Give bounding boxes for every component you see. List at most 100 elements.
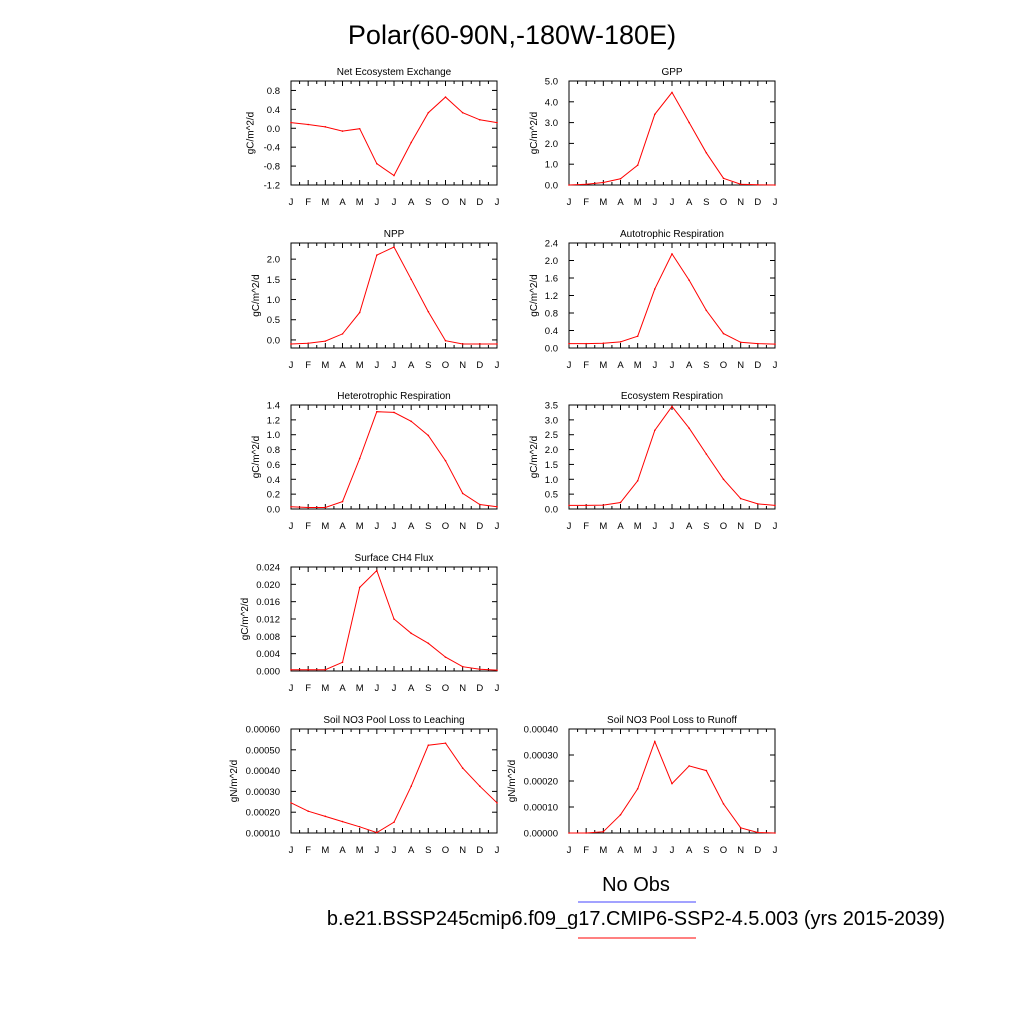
y-tick-label: 0.008 [256, 632, 280, 643]
x-tick-label: J [374, 197, 379, 208]
x-tick-label: J [670, 197, 675, 208]
data-point [427, 744, 430, 747]
data-point [688, 427, 690, 429]
y-tick-label: 0.8 [545, 309, 558, 320]
x-tick-label: A [686, 197, 693, 208]
data-point [324, 126, 327, 128]
x-tick-label: J [495, 845, 500, 856]
y-tick-label: 0.0 [267, 124, 280, 135]
y-tick-label: 0.020 [256, 580, 280, 591]
data-point [568, 184, 570, 186]
data-point [358, 311, 361, 314]
y-tick-label: 0.000 [256, 667, 280, 678]
data-point [290, 121, 292, 124]
x-tick-label: M [599, 360, 607, 371]
data-point [705, 453, 708, 455]
data-point [358, 825, 361, 828]
x-tick-label: M [356, 521, 364, 532]
plot-frame [568, 728, 776, 834]
data-point [444, 96, 447, 98]
data-point [461, 492, 464, 495]
data-point [671, 405, 673, 408]
y-tick-label: 0.00000 [524, 829, 558, 840]
data-point [585, 504, 587, 507]
x-tick-label: S [425, 360, 431, 371]
legend-label-model: b.e21.BSSP245cmip6.f09_g17.CMIP6-SSP2-4.… [327, 908, 945, 930]
series-line [291, 569, 498, 671]
x-tick-label: O [720, 360, 727, 371]
data-point [427, 642, 430, 645]
x-tick-label: J [567, 197, 572, 208]
data-point [427, 111, 430, 114]
x-tick-label: F [583, 197, 589, 208]
data-point [496, 505, 498, 508]
plot-frame [290, 404, 498, 510]
data-point [341, 661, 344, 664]
x-tick-label: F [583, 845, 589, 856]
x-tick-label: M [634, 521, 642, 532]
x-tick-label: A [408, 845, 415, 856]
x-tick-label: M [634, 845, 642, 856]
y-tick-label: 3.0 [545, 118, 558, 129]
data-point [568, 342, 570, 345]
x-tick-label: A [339, 683, 346, 694]
data-point [444, 339, 447, 342]
data-point [739, 341, 742, 344]
y-tick-label: 1.0 [545, 475, 558, 486]
plot-frame [568, 242, 776, 349]
data-point [654, 288, 656, 290]
x-tick-label: J [392, 683, 397, 694]
x-tick-label: J [495, 197, 500, 208]
x-tick-label: J [567, 521, 572, 532]
data-point [393, 174, 395, 177]
x-tick-label: J [773, 845, 778, 856]
data-point [722, 478, 725, 481]
x-tick-label: D [476, 360, 483, 371]
y-axis-label: gC/m^2/d [240, 598, 251, 641]
y-axis-label: gN/m^2/d [229, 760, 240, 803]
data-point [410, 785, 412, 787]
x-tick-label: N [737, 197, 744, 208]
x-tick-label: N [737, 521, 744, 532]
x-tick-label: F [583, 360, 589, 371]
data-point [341, 820, 344, 823]
data-point [671, 91, 673, 94]
x-tick-label: O [442, 845, 449, 856]
y-axis-label: gC/m^2/d [251, 274, 262, 317]
y-tick-label: 0.016 [256, 597, 280, 608]
x-tick-label: A [617, 521, 624, 532]
x-tick-label: J [392, 521, 397, 532]
y-tick-label: 2.0 [545, 256, 558, 267]
x-tick-label: J [670, 845, 675, 856]
x-tick-label: J [392, 360, 397, 371]
x-tick-label: M [599, 521, 607, 532]
x-tick-label: N [459, 845, 466, 856]
x-tick-label: A [408, 197, 415, 208]
y-tick-label: 1.2 [267, 415, 280, 426]
data-point [636, 164, 639, 167]
series-line [569, 252, 776, 345]
data-point [341, 130, 344, 132]
page-title: Polar(60-90N,-180W-180E) [348, 20, 676, 50]
data-point [444, 459, 447, 462]
data-point [324, 668, 327, 671]
data-point [496, 343, 498, 345]
y-tick-label: 0.00040 [524, 725, 558, 736]
data-point [358, 457, 361, 460]
x-tick-label: M [599, 197, 607, 208]
data-point [602, 181, 605, 184]
data-point [722, 332, 725, 335]
plot-frame [568, 80, 776, 186]
data-point [307, 810, 309, 812]
data-point [376, 162, 378, 165]
data-point [654, 740, 656, 743]
plot-frame [290, 728, 498, 834]
data-point [358, 127, 361, 130]
series-line [290, 96, 498, 177]
data-point [602, 342, 605, 344]
data-point [376, 569, 378, 572]
data-point [410, 420, 412, 423]
